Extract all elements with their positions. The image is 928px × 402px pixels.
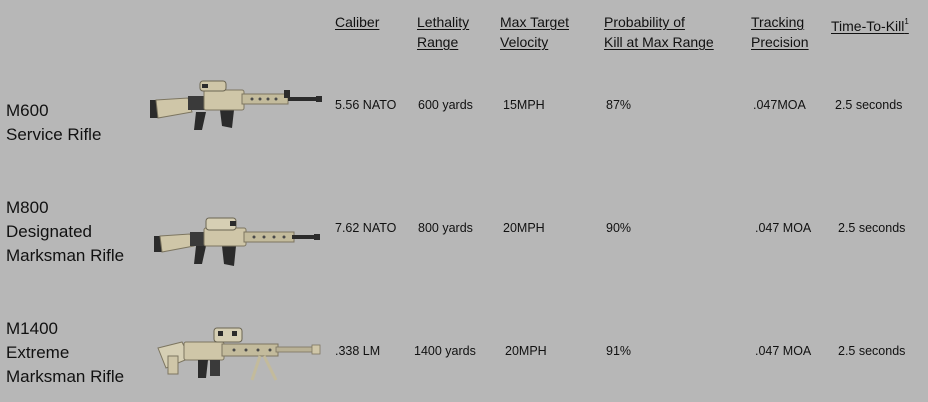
m600-rifle-image	[150, 80, 322, 130]
header-probability-line2: Kill at Max Range	[604, 34, 714, 50]
header-velocity-line1: Max Target	[500, 14, 569, 30]
header-lethality-line1: Lethality	[417, 14, 470, 30]
header-tracking-precision: Tracking Precision	[751, 12, 809, 52]
weapon-name-line: Designated	[6, 222, 93, 241]
m1400-tracking-precision: .047 MOA	[755, 344, 812, 358]
header-lethality-line2: Range	[417, 34, 459, 50]
weapon-name-line: Extreme	[6, 343, 70, 362]
header-velocity-line2: Velocity	[500, 34, 549, 50]
weapon-name-line: M600	[6, 101, 49, 120]
m600-probability-of-kill: 87%	[606, 98, 632, 112]
m800-lethality-range: 800 yards	[418, 221, 473, 235]
header-tracking-line2: Precision	[751, 34, 809, 50]
m800-rifle-image	[154, 217, 320, 266]
header-ttk-footnote: 1	[904, 17, 909, 26]
weapon-name-line: Marksman Rifle	[6, 367, 125, 386]
m600-tracking-precision: .047MOA	[753, 98, 806, 112]
m1400-caliber: .338 LM	[335, 344, 381, 358]
m600-lethality-range: 600 yards	[418, 98, 473, 112]
m1400-lethality-range: 1400 yards	[414, 344, 476, 358]
m1400-time-to-kill: 2.5 seconds	[838, 344, 906, 358]
weapon-name-line: Marksman Rifle	[6, 246, 125, 265]
m600-max-target-velocity: 15MPH	[503, 98, 545, 112]
header-max-target-velocity: Max Target Velocity	[500, 12, 569, 52]
header-caliber-text: Caliber	[335, 14, 380, 30]
weapon-name-line: M1400	[6, 319, 58, 338]
header-time-to-kill: Time-To-Kill1	[831, 12, 909, 36]
weapon-name-line: Service Rifle	[6, 125, 102, 144]
m600-time-to-kill: 2.5 seconds	[835, 98, 903, 112]
m800-max-target-velocity: 20MPH	[503, 221, 545, 235]
header-probability-of-kill: Probability of Kill at Max Range	[604, 12, 714, 52]
m600-caliber: 5.56 NATO	[335, 98, 397, 112]
header-tracking-line1: Tracking	[751, 14, 805, 30]
header-lethality-range: Lethality Range	[417, 12, 469, 52]
m800-tracking-precision: .047 MOA	[755, 221, 812, 235]
header-ttk-text: Time-To-Kill	[831, 18, 905, 34]
m800-time-to-kill: 2.5 seconds	[838, 221, 906, 235]
header-probability-line1: Probability of	[604, 14, 685, 30]
weapon-name-m1400: M1400 Extreme Marksman Rifle	[6, 317, 124, 389]
m1400-probability-of-kill: 91%	[606, 344, 632, 358]
weapon-name-line: M800	[6, 198, 49, 217]
header-caliber: Caliber	[335, 12, 379, 32]
m1400-max-target-velocity: 20MPH	[505, 344, 547, 358]
weapon-name-m800: M800 Designated Marksman Rifle	[6, 196, 124, 268]
m800-probability-of-kill: 90%	[606, 221, 632, 235]
weapon-name-m600: M600 Service Rifle	[6, 99, 101, 147]
m800-caliber: 7.62 NATO	[335, 221, 397, 235]
m1400-rifle-image	[157, 327, 321, 381]
